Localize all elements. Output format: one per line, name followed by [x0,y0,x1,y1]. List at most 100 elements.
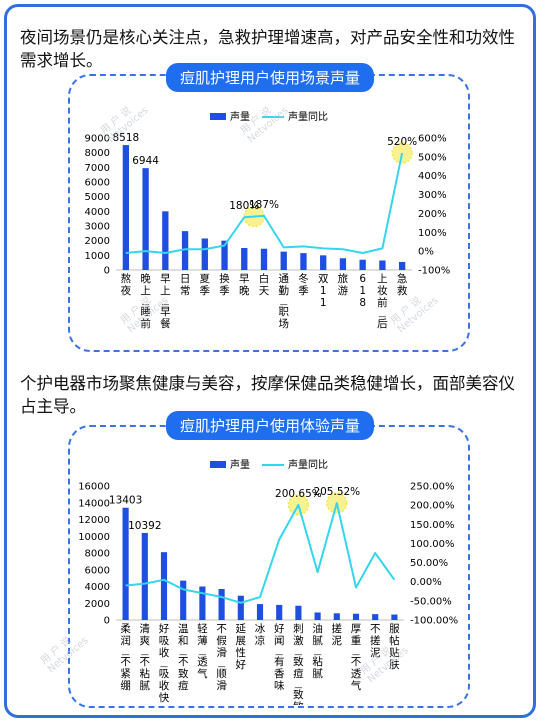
chart2-bar [295,605,302,620]
chart1-bar [300,253,307,270]
chart2-yright-tick: 200.00% [410,501,455,512]
section1-heading: 夜间场景仍是核心关注点，急救护理增速高，对产品安全性和功效性需求增长。 [20,28,515,70]
chart1-legend-bar-swatch [210,113,226,120]
chart1-yright-tick: -100% [418,266,450,277]
chart1-yleft-tick: 7000 [85,163,110,174]
chart1-legend-bar-label: 声量 [230,110,250,123]
chart1-yleft-tick: 1000 [85,251,110,262]
chart1-x-tick-label: 上妆前—后 [377,273,388,330]
chart1-bar [379,260,386,270]
chart1-x-tick-label: 旅游 [338,272,349,297]
chart1-yleft-tick: 8000 [85,148,110,159]
chart2-yright-tick: 0.00% [410,577,442,588]
chart1-yleft-tick: 5000 [85,192,110,203]
chart2-yleft-tick: 10000 [78,532,110,543]
chart2-x-tick-label: 搓泥 [332,622,343,647]
chart2-yright-tick: 150.00% [410,520,455,531]
chart2-legend-bar-swatch [210,461,226,468]
section2-heading: 个护电器市场聚焦健康与美容，按摩保健品类稳健增长，面部美容仪占主导。 [20,374,515,416]
chart2-bar [237,595,244,620]
chart1-yleft-tick: 0 [104,266,110,277]
chart1-x-tick-label: 熬夜 [121,272,132,297]
chart2-yleft-tick: 0 [104,616,110,627]
chart2-bar [256,604,264,620]
chart2-x-tick-label: 不假滑—顺滑 [216,623,227,692]
chart2-x-tick-label: 油腻—粘腻 [312,622,323,680]
chart1-x-tick-label: 通勤—职场 [278,273,289,330]
chart1-bar-label: 6944 [132,155,159,167]
chart1-yoy-line [125,152,404,255]
chart1-yleft-tick: 9000 [85,134,110,145]
chart1-x-tick-label: 急救 [397,272,408,297]
chart2-bar [180,580,187,620]
chart1-x-tick-label: 晚上—睡前 [140,273,151,330]
chart1-x-tick-label: 冬季 [298,272,309,297]
chart2-yright-tick: 250.00% [410,482,455,493]
chart2-yoy-line [125,502,396,604]
chart1-x-tick-label: 日常 [180,273,191,297]
chart1-bar [260,248,268,270]
chart2-bar [218,589,225,620]
chart2-yright-tick: -100.00% [410,616,458,627]
chart1-bar [280,251,287,270]
chart2-bar [122,507,129,620]
chart1-yright-tick: 100% [418,228,447,239]
chart1-line-label: 187% [249,199,279,211]
chart2-bar [314,612,321,620]
chart2-yleft-tick: 12000 [78,515,110,526]
chart2-x-tick-label: 柔润—不紧绷 [120,623,131,692]
chart1-yleft-tick: 2000 [85,236,110,247]
chart1-title: 痘肌护理用户使用场景声量 [165,63,375,92]
chart1-yright-tick: 200% [418,209,447,220]
chart1-highlight-circle [391,142,413,164]
chart2-x-tick-label: 冰凉 [255,622,266,647]
chart1-legend-line-label: 声量同比 [288,110,328,123]
chart2-svg: 声量 声量同比 16000 14000 12000 10000 8000 6000 4000 20… [78,458,458,705]
chart2-yleft-tick: 14000 [78,498,110,509]
chart1-bar [359,259,366,270]
chart2-x-tick-label: 温和—不致痘 [178,623,189,692]
chart2-bar-label: 13403 [109,495,142,507]
chart1-line-label: 520% [387,136,417,148]
chart2-yleft-tick: 8000 [85,549,110,560]
chart2-line-label: 200.65% [275,488,322,500]
chart1-bar [201,238,208,270]
chart1-yleft-tick: 4000 [85,207,110,218]
chart1-yright-tick: 300% [418,190,447,201]
chart1-x-tick-label: 早上—早餐 [160,273,171,330]
chart2-bar-label: 10392 [128,520,161,532]
chart2-x-tick-label: 好吸收—吸收快 [159,623,170,704]
chart2-bar [372,614,379,620]
chart1-svg: 声量 声量同比 9000 8000 7000 6000 5000 4000 3000 2000 10… [85,110,451,330]
chart1-bar [241,248,248,270]
chart2-yleft-tick: 16000 [78,482,110,493]
chart2-bar [141,532,148,620]
chart2-yleft-tick: 2000 [85,599,110,610]
chart1-bar [339,258,347,270]
chart2-bar [352,613,360,620]
chart2-bar [276,604,283,620]
chart1-bar [122,145,130,270]
chart1-yright-tick: 500% [418,152,447,163]
chart2-legend-line-label: 声量同比 [288,458,328,471]
chart1-yright-tick: 600% [418,134,447,145]
chart1-bar [181,231,189,270]
chart2-yleft-tick: 6000 [85,565,110,576]
chart2-yright-tick: -50.00% [410,596,452,607]
chart2-bar [333,613,340,620]
chart2-yright-tick: 50.00% [410,558,448,569]
chart2-x-tick-label: 清爽—不粘腻 [140,622,151,692]
chart2-bar [160,552,168,620]
chart1-bar [221,240,228,270]
chart1-bar [162,211,169,270]
chart2-x-tick-label: 服帖贴肤 [389,623,400,671]
chart1-yleft-tick: 6000 [85,178,110,189]
chart2-x-tick-label: 延展性好 [236,623,247,671]
chart1-x-tick-label: 夏季 [200,273,211,297]
page-frame [4,4,536,718]
chart2-bar [391,614,398,620]
chart1-line-label: 180% [229,200,259,212]
chart2-title: 痘肌护理用户使用体验声量 [165,411,375,440]
